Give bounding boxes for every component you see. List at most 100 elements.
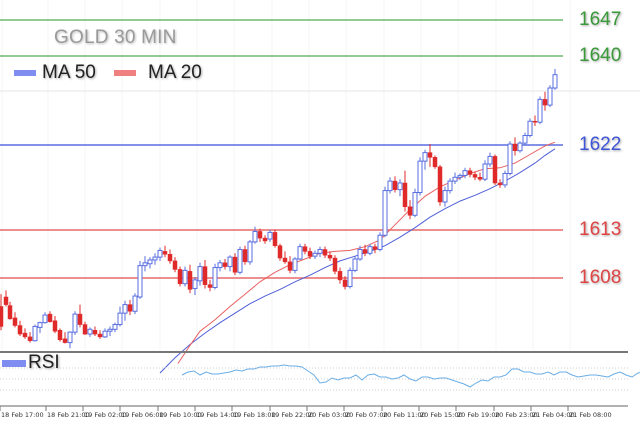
candle bbox=[17, 320, 23, 336]
candle bbox=[337, 267, 343, 284]
candle bbox=[472, 171, 478, 181]
candle bbox=[407, 200, 413, 220]
horizontal-levels bbox=[0, 19, 563, 279]
x-tick-label: 19 Feb 06:00 bbox=[121, 411, 164, 419]
candle bbox=[77, 304, 83, 328]
candle bbox=[377, 232, 383, 252]
candle bbox=[542, 91, 548, 111]
candle bbox=[422, 149, 428, 170]
candle bbox=[417, 157, 423, 196]
candle bbox=[212, 263, 218, 290]
candle bbox=[527, 118, 533, 138]
candle bbox=[227, 255, 233, 272]
candle bbox=[522, 132, 528, 145]
candle bbox=[477, 172, 483, 182]
candle bbox=[177, 266, 183, 287]
candle bbox=[52, 316, 58, 334]
candle bbox=[267, 229, 273, 242]
x-tick-label: 19 Feb 22:00 bbox=[271, 411, 314, 419]
candle bbox=[37, 321, 43, 334]
candle bbox=[172, 257, 178, 273]
candle bbox=[502, 170, 508, 188]
candle bbox=[452, 172, 458, 184]
candle bbox=[247, 240, 253, 265]
candle bbox=[432, 155, 438, 169]
candle bbox=[552, 69, 558, 90]
legend-ma20-label: MA 20 bbox=[148, 62, 202, 83]
x-tick-label: 19 Feb 14:00 bbox=[196, 411, 239, 419]
candle bbox=[217, 259, 223, 272]
candle bbox=[117, 306, 123, 327]
candle bbox=[297, 243, 303, 260]
candle bbox=[107, 326, 113, 336]
candle bbox=[57, 328, 63, 342]
candle bbox=[3, 290, 9, 307]
candle bbox=[152, 253, 158, 265]
x-tick-label: 20 Feb 15:00 bbox=[420, 411, 463, 419]
rsi-legend: RSI bbox=[2, 352, 60, 374]
candle bbox=[287, 256, 293, 274]
candle bbox=[97, 330, 103, 339]
candle bbox=[87, 327, 93, 337]
candle bbox=[122, 300, 128, 321]
legend-ma50-label: MA 50 bbox=[42, 62, 96, 83]
x-tick-label: 20 Feb 03:00 bbox=[308, 411, 351, 419]
candle bbox=[162, 245, 168, 258]
candle bbox=[0, 294, 4, 331]
candle bbox=[277, 243, 283, 261]
candle bbox=[537, 96, 543, 125]
candle bbox=[352, 256, 358, 273]
candle bbox=[82, 321, 88, 335]
candle bbox=[182, 266, 188, 287]
candle bbox=[242, 245, 248, 265]
x-tick-label: 20 Feb 19:00 bbox=[457, 411, 500, 419]
x-tick-label: 20 Feb 11:00 bbox=[383, 411, 426, 419]
candle bbox=[392, 176, 398, 193]
candle bbox=[357, 245, 363, 261]
legend-ma20: MA 20 bbox=[114, 62, 202, 84]
candle bbox=[272, 229, 278, 248]
x-tick-label: 18 Feb 17:00 bbox=[1, 411, 44, 419]
candle bbox=[382, 186, 388, 238]
candle bbox=[92, 326, 98, 336]
x-tick-label: 21 Feb 04:00 bbox=[532, 411, 575, 419]
candle bbox=[42, 312, 48, 324]
candle bbox=[232, 253, 238, 276]
candle bbox=[397, 179, 403, 197]
candle bbox=[257, 228, 263, 242]
candle bbox=[147, 257, 153, 269]
rsi-line bbox=[181, 364, 640, 388]
level-label-1608: 1608 bbox=[579, 267, 622, 288]
ma20-swatch-icon bbox=[114, 70, 136, 76]
candle bbox=[462, 167, 468, 179]
candle bbox=[167, 249, 173, 264]
x-tick-label: 20 Feb 07:00 bbox=[345, 411, 388, 419]
candle bbox=[47, 311, 53, 323]
x-tick-label: 20 Feb 23:00 bbox=[495, 411, 538, 419]
candle bbox=[427, 144, 433, 167]
candle bbox=[412, 188, 418, 218]
x-tick-label: 19 Feb 02:00 bbox=[84, 411, 127, 419]
candle bbox=[532, 115, 538, 126]
candle bbox=[252, 226, 258, 244]
candle bbox=[402, 170, 408, 212]
candle bbox=[102, 328, 108, 338]
candle bbox=[192, 277, 198, 296]
candle bbox=[207, 279, 213, 292]
candle bbox=[372, 243, 378, 254]
candle bbox=[112, 322, 118, 333]
candle bbox=[72, 311, 78, 335]
candle bbox=[487, 152, 493, 167]
candle bbox=[492, 154, 498, 185]
candle bbox=[322, 246, 328, 259]
candle bbox=[127, 299, 133, 316]
candle bbox=[512, 137, 518, 156]
candle bbox=[447, 178, 453, 194]
candle bbox=[342, 276, 348, 290]
candle bbox=[437, 164, 443, 206]
candle bbox=[292, 257, 298, 274]
candle bbox=[12, 312, 18, 328]
candle bbox=[32, 324, 38, 342]
candle bbox=[132, 293, 138, 315]
